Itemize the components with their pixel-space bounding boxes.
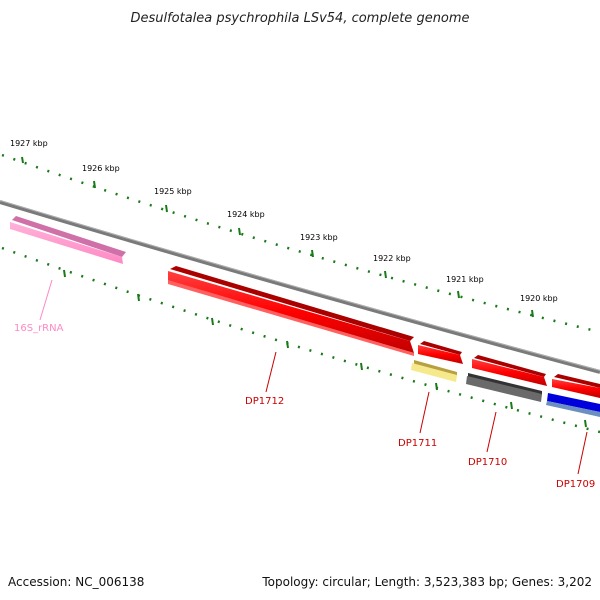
feature-gray[interactable] — [466, 373, 542, 402]
gene-label-dp1710: DP1710 — [468, 457, 507, 468]
outer-ruler — [1, 153, 600, 334]
tick-label-1926: 1926 kbp — [82, 164, 120, 173]
topology-text: Topology: circular; Length: 3,523,383 bp… — [261, 575, 592, 589]
feature-dp1710-cds[interactable] — [472, 355, 547, 386]
feature-16s-rrna[interactable] — [10, 216, 126, 264]
leader-dp1711 — [419, 391, 430, 434]
tick-label-1922: 1922 kbp — [373, 254, 411, 263]
feature-blue[interactable] — [546, 393, 600, 417]
feature-dp1711-cds[interactable] — [418, 341, 463, 364]
tick-label-1923: 1923 kbp — [300, 233, 338, 242]
inner-major-ticks — [63, 269, 587, 428]
gene-label-dp1711: DP1711 — [398, 438, 437, 449]
accession-text: Accession: NC_006138 — [8, 575, 144, 589]
gene-label-dp1709: DP1709 — [556, 479, 595, 490]
genome-backbone — [0, 200, 600, 374]
tick-label-1927: 1927 kbp — [10, 139, 48, 148]
gene-label-dp1712: DP1712 — [245, 396, 284, 407]
outer-major-ticks — [21, 156, 534, 318]
gene-label-16s-rrna: 16S_rRNA — [14, 323, 64, 334]
feature-dp1712[interactable] — [168, 266, 414, 356]
map-title: Desulfotalea psychrophila LSv54, complet… — [130, 11, 469, 26]
tick-label-1921: 1921 kbp — [446, 275, 484, 284]
tick-label-1920: 1920 kbp — [520, 294, 558, 303]
leader-16s-rrna — [39, 279, 53, 321]
leader-dp1710 — [486, 411, 497, 453]
feature-dp1709-cds[interactable] — [552, 374, 600, 398]
feature-yellow[interactable] — [411, 360, 457, 382]
tick-label-1925: 1925 kbp — [154, 187, 192, 196]
tick-label-1924: 1924 kbp — [227, 210, 265, 219]
inner-ruler — [1, 246, 600, 434]
leader-dp1712 — [265, 351, 277, 393]
leader-dp1709 — [577, 431, 588, 475]
